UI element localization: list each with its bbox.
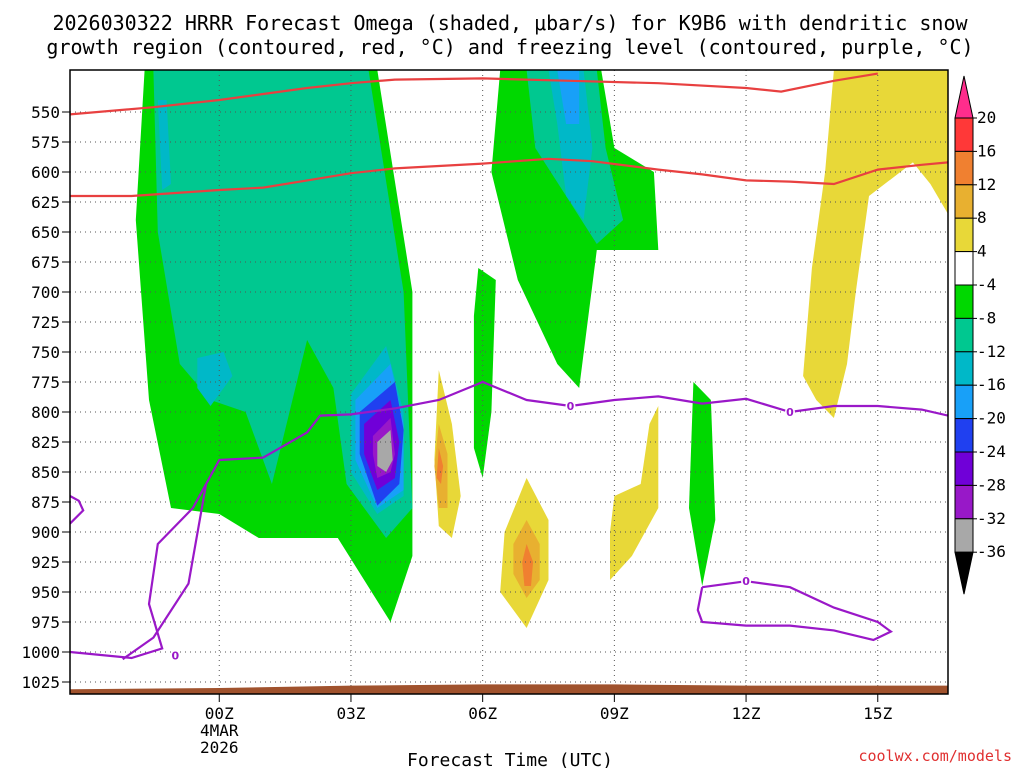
colorbar-label: -28 [977,475,1006,494]
freezing-label-bg [170,649,181,662]
omega-region [548,70,593,220]
colorbar-label: -20 [977,409,1006,428]
y-tick-label: 775 [31,373,60,392]
x-tick-sublabel: 4MAR [200,721,239,740]
colorbar-label: -32 [977,509,1006,528]
colorbar-swatch [954,418,974,453]
y-tick-label: 725 [31,313,60,332]
y-tick-label: 950 [31,583,60,602]
omega-region [153,70,413,538]
omega-region [436,448,444,484]
colorbar-label: 4 [977,242,987,261]
y-tick-label: 625 [31,193,60,212]
y-tick-label: 800 [31,403,60,422]
colorbar-swatch [954,184,974,219]
x-tick-label: 15Z [863,704,892,723]
freezing-level-line [122,380,948,661]
x-tick-label: 03Z [337,704,366,723]
pressure-axis: 550 575 600 625 650 675 700 725 750 775 800 825 850 8… [21,103,70,692]
y-tick-label: 650 [31,223,60,242]
freezing-level-label: 0 [172,650,180,663]
colorbar-swatch [954,317,974,353]
y-tick-label: 750 [31,343,60,362]
plot-area: 0 0 0 0 [70,70,948,694]
omega-shading [135,70,948,628]
y-tick-label: 850 [31,463,60,482]
y-tick-label: 1025 [21,673,60,692]
freezing-level-line [70,495,85,525]
y-tick-label: 575 [31,133,60,152]
freezing-label-bg [784,406,795,418]
y-tick-label: 675 [31,253,60,272]
omega-region [803,70,948,418]
y-tick-label: 875 [31,493,60,512]
colorbar-swatch [954,284,974,319]
colorbar-swatch [954,217,974,253]
y-tick-label: 1000 [21,643,60,662]
omega-region [377,430,393,472]
dgz-contour-line [70,72,878,116]
colorbar-swatch [954,384,974,420]
x-axis-label: Forecast Time (UTC) [407,750,613,768]
credit-text: coolwx.com/models [858,747,1012,765]
omega-region [610,406,659,580]
colorbar-label: 8 [977,208,987,227]
x-tick-label: 00Z [205,704,234,723]
chart-title-line1: 2026030322 HRRR Forecast Omega (shaded, … [52,11,968,35]
y-tick-label: 550 [31,103,60,122]
colorbar-label: 12 [977,175,996,194]
freezing-level-line [696,580,894,642]
y-tick-label: 925 [31,553,60,572]
colorbar-label: -12 [977,342,1006,361]
y-tick-label: 975 [31,613,60,632]
colorbar-label: 16 [977,141,996,160]
omega-region [157,100,171,190]
omega-region [689,382,716,586]
colorbar-bottom-arrow [954,551,974,595]
y-tick-label: 825 [31,433,60,452]
colorbar-swatch [954,117,974,152]
chart-title-line2: growth region (contoured, red, °C) and f… [46,35,973,59]
colorbar-swatch [954,351,974,386]
y-tick-label: 900 [31,523,60,542]
omega-region [522,544,534,586]
colorbar-label: -36 [977,542,1006,561]
x-tick-sublabel: 2026 [200,738,239,757]
colorbar-top-arrow [954,75,974,119]
freezing-level-label: 0 [742,575,750,588]
x-tick-label: 09Z [600,704,629,723]
colorbar-label: -4 [977,275,996,294]
freezing-label-bg [741,575,752,588]
freezing-label-bg [565,400,576,412]
freezing-level-contours: 0 0 0 0 [70,380,948,663]
colorbar-swatch [954,451,974,486]
grid-lines [70,70,948,694]
dendritic-growth-contours [70,72,948,198]
colorbar-swatch [954,150,974,186]
colorbar-label: -8 [977,308,996,327]
dgz-contour-line [70,157,948,198]
colorbar: 20 16 12 8 4 -4 -8 -12 -16 -20 -24 -28 -32 -36 [954,75,1006,595]
colorbar-swatch [954,484,974,520]
colorbar-label: -16 [977,375,1006,394]
x-tick-label: 06Z [468,704,497,723]
freezing-level-label: 0 [786,406,794,419]
omega-region [491,70,659,388]
colorbar-label: -24 [977,442,1006,461]
omega-region [473,268,496,478]
y-tick-label: 700 [31,283,60,302]
colorbar-swatch [954,251,974,286]
freezing-level-line [70,483,208,660]
terrain-fill [70,684,948,694]
terrain-surface [70,684,948,694]
colorbar-label: 20 [977,108,996,127]
x-tick-label: 12Z [732,704,761,723]
omega-region [197,352,233,406]
freezing-level-label: 0 [567,400,575,413]
omega-region [557,70,580,124]
y-tick-label: 600 [31,163,60,182]
colorbar-swatch [954,518,974,553]
